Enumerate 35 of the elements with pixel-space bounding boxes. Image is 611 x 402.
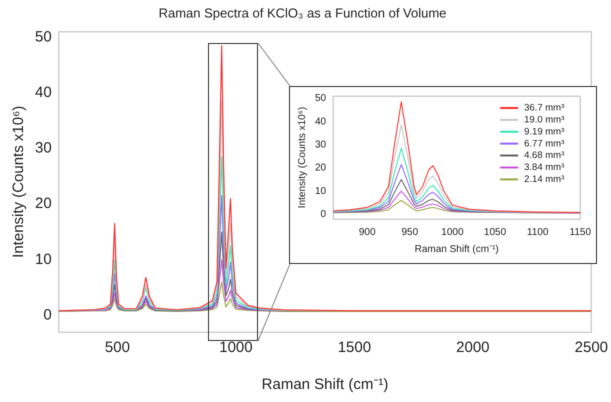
x-tick-label: 2000 — [456, 339, 490, 356]
x-tick-label: 950 — [401, 226, 419, 238]
legend-label: 2.14 mm³ — [524, 174, 564, 185]
y-tick-label: 30 — [315, 139, 327, 150]
x-axis-title: Raman Shift (cm⁻¹) — [262, 376, 388, 394]
x-tick-label: 900 — [358, 226, 376, 238]
y-tick-label: 0 — [320, 209, 327, 220]
x-tick-label: 1000 — [219, 339, 253, 356]
legend-label: 19.0 mm³ — [524, 114, 564, 126]
legend-label: 36.7 mm³ — [524, 102, 564, 114]
x-tick-label: 1500 — [338, 339, 372, 356]
legend-label: 9.19 mm³ — [524, 126, 564, 138]
x-tick-label: 1150 — [569, 226, 592, 238]
legend-label: 3.84 mm³ — [524, 162, 564, 174]
y-tick-label: 20 — [315, 162, 327, 174]
x-tick-label: 500 — [104, 339, 130, 356]
legend-label: 4.68 mm³ — [524, 150, 564, 162]
y-tick-label: 20 — [34, 195, 52, 212]
y-tick-label: 0 — [43, 306, 52, 324]
x-tick-label: 1000 — [441, 226, 464, 238]
x-axis-title: Raman Shift (cm⁻¹) — [414, 244, 499, 255]
y-tick-label: 50 — [315, 93, 327, 104]
y-tick-label: 30 — [34, 140, 52, 157]
y-tick-label: 10 — [34, 250, 52, 268]
chart-title: Raman Spectra of KClO₃ as a Function of Volume — [158, 5, 446, 20]
legend-label: 6.77 mm³ — [524, 138, 564, 150]
x-tick-label: 1100 — [526, 226, 549, 238]
y-tick-label: 50 — [34, 28, 52, 46]
x-tick-label: 1050 — [484, 226, 507, 238]
y-axis-title: Intensity (Counts x10⁶) — [296, 106, 308, 208]
y-tick-label: 10 — [315, 186, 327, 197]
y-tick-label: 40 — [34, 84, 52, 101]
y-tick-label: 40 — [315, 116, 327, 128]
x-tick-label: 2500 — [574, 339, 608, 356]
y-axis-title: Intensity (Counts x10⁶) — [10, 106, 28, 258]
